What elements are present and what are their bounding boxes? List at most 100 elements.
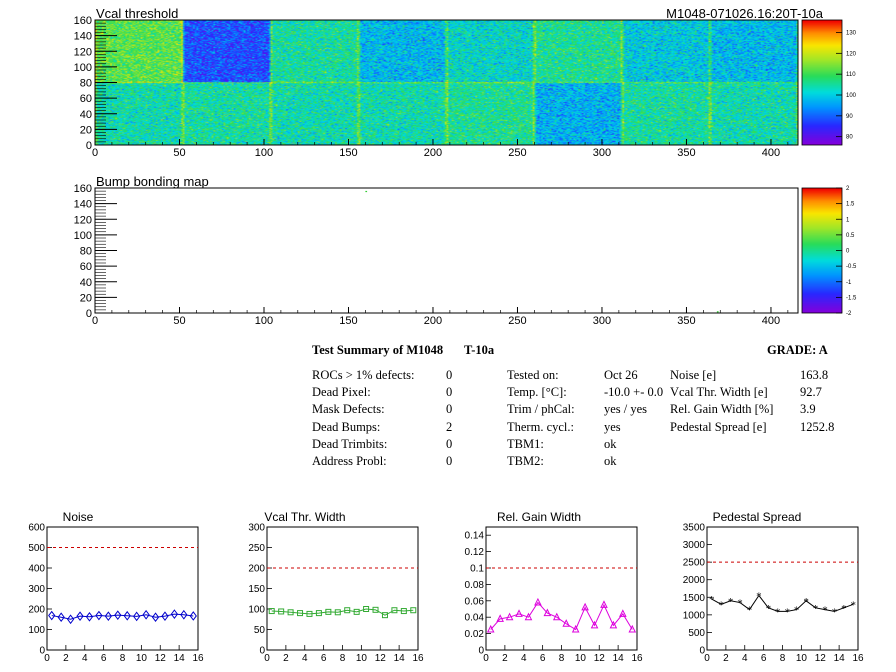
bump-bonding-heatmap: 0 50 100 150 200 250 300 350 4000204060801001201… (74, 174, 857, 327)
y-tick-label: 160 (74, 183, 92, 195)
color-scale-tick-label: 90 (846, 114, 853, 120)
y-tick-label: 20 (80, 124, 92, 136)
data-point (496, 614, 504, 622)
x-tick-label: 350 (677, 315, 695, 327)
y-tick-label: 150 (248, 584, 265, 595)
data-point: * (803, 596, 809, 608)
y-tick-label: 0.1 (470, 564, 484, 575)
summary-value: yes (604, 419, 621, 434)
data-point: * (718, 599, 724, 611)
data-point (552, 612, 561, 621)
summary-label: Address Probl: (312, 454, 387, 468)
module-label: M1048-071026.16:20T-10a (666, 6, 824, 21)
data-point: * (822, 605, 828, 617)
color-scale-tick-label: 130 (846, 31, 857, 37)
data-point: * (841, 603, 847, 615)
y-tick-label: 120 (74, 214, 92, 226)
y-tick-label: 20 (80, 292, 92, 304)
data-point (344, 607, 351, 614)
color-scale-tick-label: 1 (846, 217, 850, 223)
vcal-threshold-pixels (95, 20, 798, 145)
data-point (57, 612, 65, 623)
y-tick-label: 50 (254, 625, 266, 636)
x-tick-label: 0 (92, 147, 98, 159)
y-tick-label: 3500 (683, 523, 706, 534)
color-scale-frame (801, 19, 843, 146)
data-point (85, 611, 94, 622)
y-tick-label: 1500 (683, 593, 706, 604)
summary-label: Pedestal Spread [e] (670, 419, 767, 434)
summary-label: Therm. cycl.: (507, 419, 574, 434)
color-scale-tick-label: 100 (846, 93, 857, 99)
x-tick-label: 16 (631, 653, 643, 664)
y-tick-label: 140 (74, 199, 92, 211)
plot-vcal-thr-width: Vcal Thr. Width 0 50 100 150 200 250 300 0 2 4 6 8 10… (248, 510, 424, 664)
plot-rel-gain-width: Rel. Gain Width 0 0.02 0.04 0.06 0.08 0.1 0.12 0… (465, 510, 643, 664)
x-tick-label: 2 (723, 653, 729, 664)
data-point (524, 612, 533, 621)
data-point (486, 624, 495, 633)
summary-label: Dead Bumps: (312, 419, 381, 434)
x-tick-label: 10 (136, 653, 148, 664)
data-point (562, 619, 571, 627)
plot-title: Rel. Gain Width (497, 510, 581, 524)
summary-label: Mask Defects: (312, 402, 385, 417)
data-point (161, 611, 169, 622)
x-tick-label: 400 (762, 315, 780, 327)
data-point: * (775, 606, 781, 618)
data-point (363, 606, 370, 612)
y-tick-label: 500 (28, 543, 45, 554)
vcal-threshold-title: Vcal threshold (96, 6, 178, 21)
plot-frame (266, 526, 419, 651)
data-point (268, 608, 275, 615)
data-point (287, 609, 294, 616)
y-tick-label: 0 (699, 646, 705, 657)
data-point (170, 609, 179, 619)
summary-label: TBM1: (507, 436, 544, 451)
summary-label: Vcal Thr. Width [e] (670, 385, 768, 400)
x-tick-label: 8 (340, 653, 346, 664)
plot-title: Pedestal Spread (713, 510, 802, 524)
data-point (505, 612, 514, 621)
bump-bonding-color-scale (802, 188, 842, 313)
bump-bonding-title: Bump bonding map (96, 174, 209, 189)
summary-title: Test Summary of M1048 (312, 343, 444, 357)
x-tick-label: 2 (63, 653, 69, 664)
y-tick-label: 0.04 (465, 613, 485, 624)
data-point (189, 611, 197, 621)
y-tick-label: 120 (74, 46, 92, 58)
plot-title: Noise (63, 510, 94, 524)
summary-label: Temp. [°C]: (507, 385, 567, 400)
data-point: * (851, 599, 857, 611)
summary-value: 0 (446, 385, 453, 400)
dead-bump-point (716, 311, 719, 313)
data-point: * (784, 606, 790, 618)
data-point: * (737, 598, 743, 610)
y-tick-label: 0.12 (465, 547, 485, 558)
y-tick-label: 0.08 (465, 580, 485, 591)
x-tick-label: 16 (192, 653, 204, 664)
y-tick-label: 250 (248, 543, 265, 554)
x-tick-label: 2 (283, 653, 289, 664)
y-tick-label: 2500 (683, 558, 706, 569)
y-tick-label: 0.06 (465, 596, 485, 607)
data-point (48, 610, 56, 621)
data-point (315, 610, 322, 617)
y-tick-label: 160 (74, 15, 92, 27)
data-point (306, 610, 313, 617)
x-tick-label: 0 (264, 653, 270, 664)
x-tick-label: 16 (412, 653, 424, 664)
x-tick-label: 4 (82, 653, 88, 664)
x-tick-label: 6 (761, 653, 767, 664)
y-tick-label: 300 (248, 523, 265, 534)
summary-value: 0 (446, 454, 453, 468)
color-scale-tick-label: 0.5 (846, 233, 855, 239)
x-tick-label: 50 (173, 147, 185, 159)
x-tick-label: 150 (339, 147, 357, 159)
color-scale-tick-label: -1 (846, 280, 852, 286)
y-tick-label: 0 (86, 308, 92, 320)
data-point (66, 614, 75, 625)
dead-bump-point (365, 190, 368, 193)
color-scale-tick-label: 0 (846, 249, 850, 255)
data-point (609, 620, 618, 629)
